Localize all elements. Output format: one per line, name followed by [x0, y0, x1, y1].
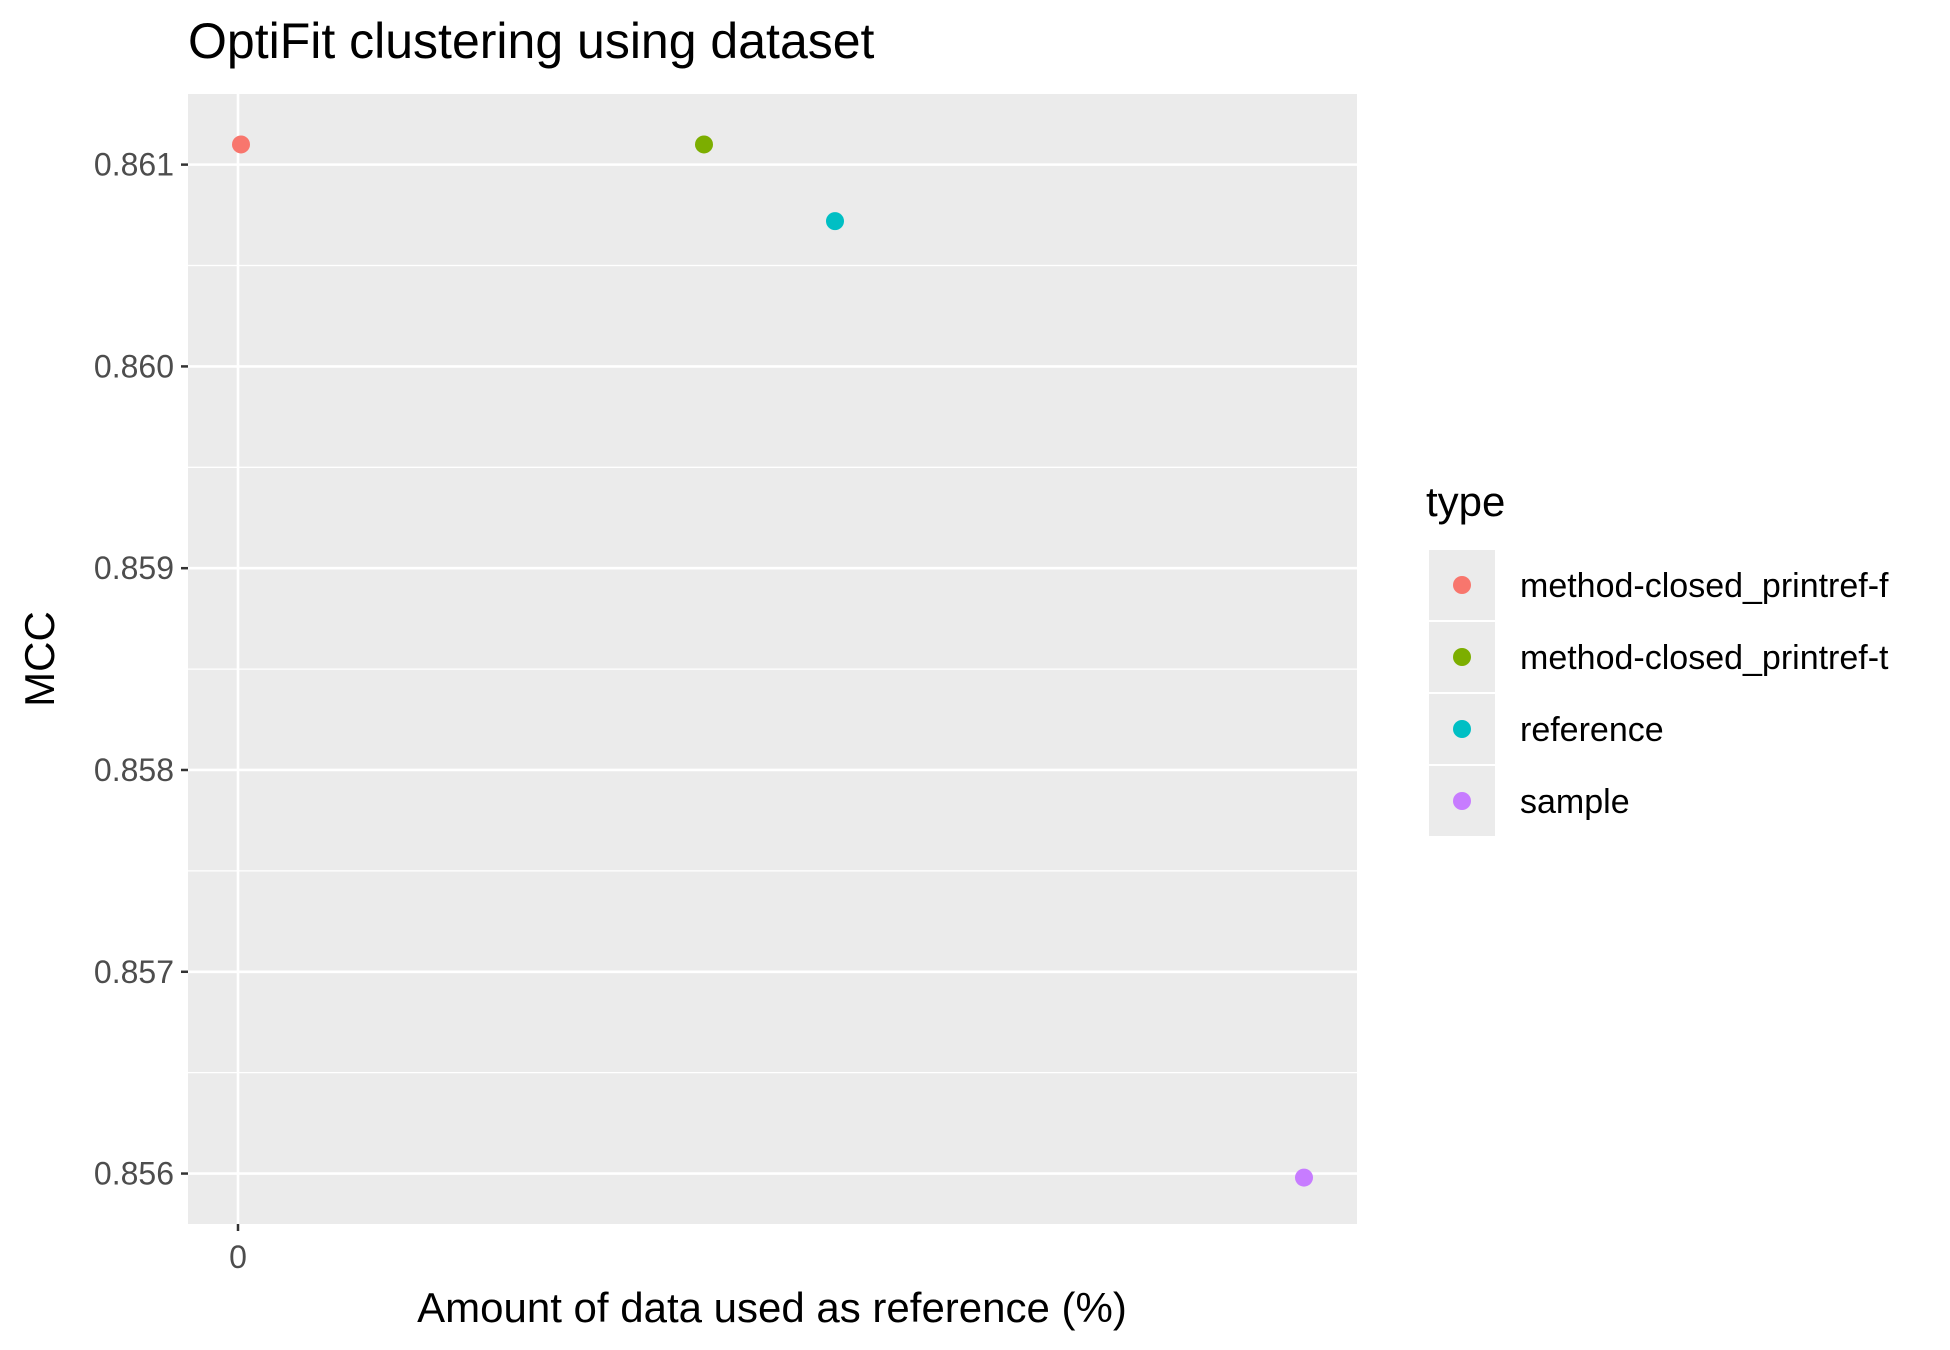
grid-major — [188, 94, 1357, 1224]
legend-label: sample — [1520, 783, 1630, 821]
grid-minor — [188, 264, 1357, 1074]
y-tick-label: 0.857 — [94, 954, 174, 990]
plot-panel — [188, 94, 1357, 1224]
y-tick-label: 0.859 — [94, 550, 174, 586]
legend-title: type — [1426, 478, 1505, 525]
legend-swatch — [1453, 648, 1471, 666]
legend-swatch — [1453, 720, 1471, 738]
chart-title: OptiFit clustering using dataset — [188, 13, 875, 69]
data-point — [232, 135, 250, 154]
y-tick-label: 0.856 — [94, 1156, 174, 1192]
data-point — [826, 212, 844, 231]
legend-label: method-closed_printref-t — [1520, 639, 1889, 677]
legend-swatch — [1453, 792, 1471, 810]
legend-label: method-closed_printref-f — [1520, 567, 1889, 605]
legend-label: reference — [1520, 711, 1664, 749]
legend: type method-closed_printref-f method-clos… — [1426, 478, 1889, 836]
y-tick-label: 0.861 — [94, 147, 174, 183]
y-tick-label: 0.858 — [94, 752, 174, 788]
x-tick-label: 0 — [229, 1239, 247, 1275]
legend-swatch — [1453, 576, 1471, 594]
data-point — [1295, 1168, 1313, 1187]
y-axis-title: MCC — [16, 611, 63, 707]
y-tick-label: 0.860 — [94, 348, 174, 384]
data-points — [232, 135, 1313, 1187]
x-axis-title: Amount of data used as reference (%) — [417, 1284, 1127, 1331]
y-axis: 0.856 0.857 0.858 0.859 0.860 0.861 — [94, 147, 188, 1192]
data-point — [695, 135, 713, 154]
x-axis: 0 — [229, 1224, 247, 1275]
